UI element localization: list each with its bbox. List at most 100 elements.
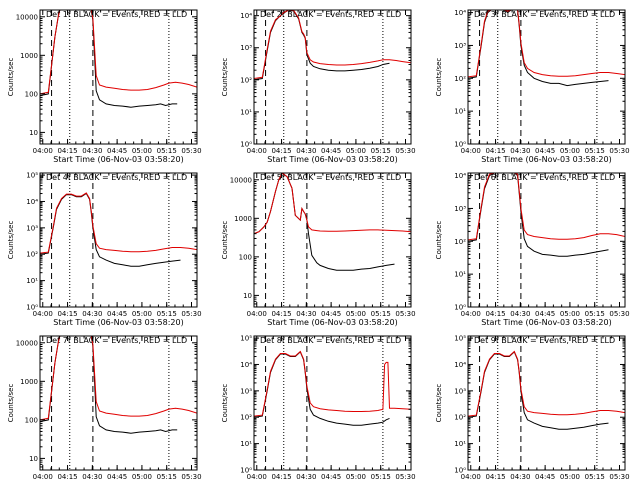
xtick-label: 05:00 xyxy=(132,310,152,318)
series-line xyxy=(468,10,625,78)
ytick-label: 10¹ xyxy=(240,440,252,448)
y-axis-label: Counts/sec xyxy=(7,58,15,97)
xtick-label: 05:15 xyxy=(371,310,391,318)
ytick-label: 10³ xyxy=(240,387,252,395)
panel-det-6: Det 6f BLACK = Events, RED = LLD 10⁰ 10¹ 10… xyxy=(435,172,630,327)
xtick-label: 04:15 xyxy=(271,310,291,318)
plot-frame xyxy=(253,172,412,308)
ytick-label: 100 xyxy=(239,253,252,261)
ytick-label: 10² xyxy=(26,251,38,259)
y-axis-label: Counts/sec xyxy=(221,58,229,97)
xtick-label: 04:15 xyxy=(271,147,291,155)
panel-det-2: Det 2f BLACK = Events, RED = LLD 10⁰ 10¹ 10… xyxy=(221,9,416,164)
xtick-label: 05:00 xyxy=(346,310,366,318)
xtick-label: 04:30 xyxy=(296,473,316,480)
xtick-label: 04:00 xyxy=(33,147,53,155)
x-axis-label: Start Time (06-Nov-03 03:58:20) xyxy=(53,318,183,327)
ytick-label: 10³ xyxy=(240,44,252,52)
plot-frame xyxy=(39,172,198,308)
xtick-label: 05:15 xyxy=(371,147,391,155)
xtick-label: 04:00 xyxy=(461,473,481,480)
x-axis-label: Start Time (06-Nov-03 03:58:20) xyxy=(267,155,397,164)
panel-title: Det 5f BLACK = Events, RED = LLD xyxy=(260,173,401,182)
ytick-label: 10² xyxy=(454,414,466,422)
xtick-label: 04:15 xyxy=(485,147,505,155)
xtick-label: 04:45 xyxy=(321,310,341,318)
ytick-label: 10² xyxy=(454,75,466,83)
panel-title: Det 6f BLACK = Events, RED = LLD xyxy=(474,173,615,182)
xtick-label: 05:30 xyxy=(395,473,415,480)
xtick-label: 04:30 xyxy=(296,147,316,155)
ytick-label: 10⁰ xyxy=(454,141,466,149)
plot-frame xyxy=(253,9,412,145)
plot-frame xyxy=(467,172,626,308)
xtick-label: 05:00 xyxy=(560,147,580,155)
xtick-label: 05:30 xyxy=(181,473,201,480)
xtick-label: 05:00 xyxy=(560,310,580,318)
xtick-label: 04:00 xyxy=(33,310,53,318)
xtick-label: 05:00 xyxy=(346,147,366,155)
xtick-label: 04:30 xyxy=(296,310,316,318)
x-axis-label: Start Time (06-Nov-03 03:58:20) xyxy=(481,155,611,164)
ytick-label: 1000 xyxy=(20,52,38,60)
ytick-label: 10 xyxy=(243,292,252,300)
panel-title: Det 1f BLACK = Events, RED = LLD xyxy=(46,10,187,19)
xtick-label: 04:30 xyxy=(510,473,530,480)
panel-title: Det 4f BLACK = Events, RED = LLD xyxy=(46,173,187,182)
xtick-label: 04:45 xyxy=(107,310,127,318)
y-axis-label: Counts/sec xyxy=(7,221,15,260)
xtick-label: 05:30 xyxy=(181,310,201,318)
ytick-label: 10² xyxy=(240,76,252,84)
xtick-label: 04:00 xyxy=(33,473,53,480)
ytick-label: 10⁴ xyxy=(26,198,38,206)
ytick-label: 10⁴ xyxy=(454,361,466,369)
xtick-label: 04:15 xyxy=(57,147,77,155)
ytick-label: 10³ xyxy=(454,42,466,50)
y-axis-label: Counts/sec xyxy=(435,221,443,260)
y-axis-label: Counts/sec xyxy=(435,58,443,97)
xtick-label: 04:15 xyxy=(57,310,77,318)
xtick-label: 04:45 xyxy=(321,473,341,480)
ytick-label: 10³ xyxy=(454,205,466,213)
xtick-label: 05:00 xyxy=(346,473,366,480)
xtick-label: 04:30 xyxy=(82,310,102,318)
plot-frame xyxy=(39,335,198,471)
series-line xyxy=(254,10,411,79)
xtick-label: 05:15 xyxy=(371,473,391,480)
ytick-label: 10⁰ xyxy=(454,467,466,475)
panel-title: Det 9f BLACK = Events, RED = LLD xyxy=(474,336,615,345)
xtick-label: 04:15 xyxy=(485,473,505,480)
xtick-label: 05:00 xyxy=(132,147,152,155)
y-axis-label: Counts/sec xyxy=(435,384,443,423)
xtick-label: 05:15 xyxy=(585,310,605,318)
ytick-label: 10 xyxy=(29,129,38,137)
panel-title: Det 8f BLACK = Events, RED = LLD xyxy=(260,336,401,345)
panel-det-5: Det 5f BLACK = Events, RED = LLD 10 100 100… xyxy=(221,172,416,327)
ytick-label: 10¹ xyxy=(454,271,466,279)
y-axis-label: Counts/sec xyxy=(221,221,229,260)
series-line xyxy=(254,173,411,235)
ytick-label: 10⁴ xyxy=(240,361,252,369)
plot-frame xyxy=(253,335,412,471)
series-line xyxy=(40,192,181,267)
panel-title: Det 3f BLACK = Events, RED = LLD xyxy=(474,10,615,19)
xtick-label: 05:30 xyxy=(395,147,415,155)
xtick-label: 05:15 xyxy=(157,473,177,480)
ytick-label: 10¹ xyxy=(240,108,252,116)
ytick-label: 100 xyxy=(25,90,38,98)
series-line xyxy=(254,10,390,81)
xtick-label: 04:00 xyxy=(461,147,481,155)
ytick-label: 10000 xyxy=(16,13,38,21)
series-line xyxy=(468,173,625,241)
panel-det-3: Det 3f BLACK = Events, RED = LLD 10⁰ 10¹ 10… xyxy=(435,9,630,164)
ytick-label: 10⁰ xyxy=(240,467,252,475)
ytick-label: 10² xyxy=(454,238,466,246)
ytick-label: 10⁵ xyxy=(454,335,466,343)
panel-title: Det 2f BLACK = Events, RED = LLD xyxy=(260,10,401,19)
xtick-label: 05:15 xyxy=(157,310,177,318)
series-line xyxy=(468,173,609,257)
ytick-label: 100 xyxy=(25,416,38,424)
panel-det-9: Det 9f BLACK = Events, RED = LLD 10⁰ 10¹ 10… xyxy=(435,335,630,480)
ytick-label: 10¹ xyxy=(26,277,38,285)
xtick-label: 04:45 xyxy=(535,310,555,318)
